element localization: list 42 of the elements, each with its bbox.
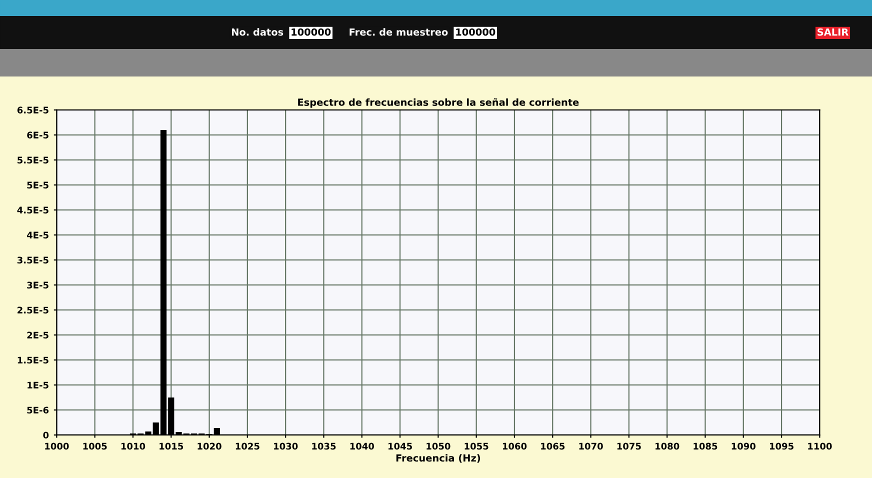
y-tick-label: 3.5E-5: [17, 256, 48, 264]
y-tick-label: 2E-5: [27, 332, 48, 339]
y-tick-label: 5E-5: [27, 182, 48, 189]
x-tick-label: 1100: [808, 442, 832, 450]
y-tick-label: 4E-5: [26, 232, 48, 239]
x-tick-label: 1070: [579, 442, 603, 450]
x-axis-title: Frecuencia (Hz): [396, 454, 480, 463]
x-tick-label: 1050: [426, 442, 450, 450]
y-tick-label: 5E-6: [27, 406, 49, 414]
y-tick-label: 3E-5: [27, 282, 48, 289]
y-tick-label: 5.5E-5: [18, 156, 48, 164]
text: 100000: [456, 28, 496, 36]
y-tick-label: 0: [43, 432, 49, 439]
y-tick-label: 6E-5: [27, 132, 48, 138]
x-tick-label: 1085: [694, 442, 718, 450]
x-tick-label: 1015: [160, 442, 184, 450]
y-tick-label: 2.5E-5: [18, 306, 48, 314]
text: No. datos: [232, 28, 284, 36]
text: SALIR: [818, 28, 848, 36]
x-tick-label: 1000: [45, 442, 69, 450]
text: 100000: [292, 28, 331, 36]
x-tick-label: 1055: [464, 442, 488, 450]
x-tick-label: 1005: [83, 442, 107, 450]
x-tick-label: 1060: [502, 442, 527, 450]
x-tick-label: 1080: [656, 442, 680, 450]
x-tick-label: 1025: [236, 442, 260, 450]
chart-title: Espectro de frecuencias sobre la señal de corriente: [298, 98, 579, 108]
y-tick-label: 6.5E-5: [17, 106, 48, 114]
x-tick-label: 1045: [388, 442, 412, 450]
y-tick-label: 1.5E-5: [18, 356, 48, 364]
x-tick-label: 1020: [198, 442, 222, 450]
x-tick-label: 1095: [770, 442, 794, 450]
x-tick-label: 1030: [274, 442, 298, 450]
x-tick-label: 1075: [617, 442, 641, 450]
x-tick-label: 1065: [541, 442, 565, 450]
x-tick-label: 1090: [732, 442, 756, 450]
text: Frec. de muestreo: [350, 28, 448, 36]
y-tick-label: 4.5E-5: [17, 206, 48, 214]
x-tick-label: 1035: [312, 442, 336, 450]
x-tick-label: 1010: [121, 442, 146, 450]
x-tick-label: 1040: [350, 442, 374, 450]
y-tick-label: 1E-5: [28, 382, 48, 389]
